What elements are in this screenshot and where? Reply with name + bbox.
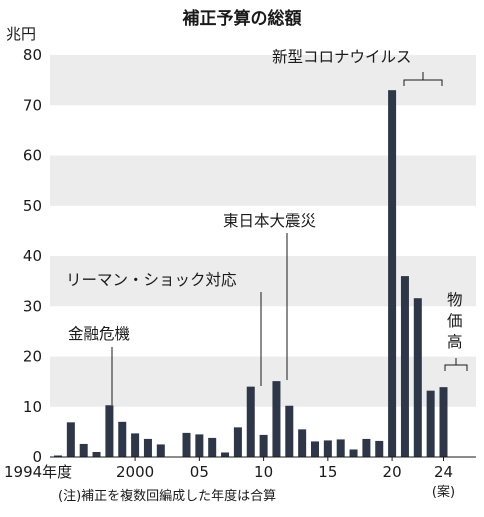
grid-bands [50, 55, 476, 407]
chart-note: (注)補正を複数回編成した年度は合算 [58, 488, 276, 504]
y-tick-label: 0 [32, 448, 42, 466]
bar [54, 455, 62, 457]
x-tick-label: 1994年度 [4, 463, 72, 481]
bar [233, 427, 242, 457]
annotation-bukka-3: 高 [447, 333, 463, 351]
bar [143, 438, 152, 457]
bar [349, 449, 358, 457]
annotation-bukka-bracket [444, 358, 468, 371]
bar [375, 440, 384, 457]
bar [426, 390, 435, 457]
grid-band [50, 356, 476, 407]
bar [156, 444, 165, 457]
y-tick-label: 80 [23, 46, 42, 64]
bar [336, 439, 345, 457]
bar [79, 443, 88, 457]
bar [208, 437, 217, 457]
x-tick-label: 24 [434, 463, 453, 481]
y-tick-label: 20 [23, 348, 42, 366]
x-tick-label: 05 [190, 463, 209, 481]
annotation-lehman: リーマン・ショック対応 [66, 271, 237, 289]
bar [195, 434, 204, 457]
bar [362, 438, 371, 457]
bar [92, 451, 101, 457]
y-unit-label: 兆円 [6, 25, 36, 43]
x-tick-label: 15 [318, 463, 337, 481]
annotation-shinsai: 東日本大震災 [223, 212, 316, 230]
x-tick-label: 10 [254, 463, 273, 481]
annotation-corona-bracket [403, 72, 443, 86]
x-tick-suffix: (案) [432, 485, 455, 500]
bar [221, 452, 230, 457]
bar [182, 432, 191, 457]
x-tick-label: 20 [383, 463, 402, 481]
annotation-kinyu: 金融危機 [68, 325, 130, 343]
annotation-corona: 新型コロナウイルス [272, 48, 412, 66]
y-tick-label: 70 [23, 96, 42, 114]
bar [323, 440, 332, 457]
x-tick-label: 2000 [116, 463, 154, 481]
bars [54, 90, 448, 458]
annotation-bukka-2: 価 [447, 312, 463, 330]
y-tick-label: 40 [23, 247, 42, 265]
bar [118, 421, 127, 457]
bar [311, 441, 319, 457]
bar [66, 422, 75, 457]
bar [439, 387, 448, 457]
x-tick-labels: 1994年度 2000 05 10 15 20 24 (案) [4, 457, 455, 500]
chart-title: 補正予算の総額 [182, 8, 302, 29]
annotation-bukka-1: 物 [447, 291, 463, 309]
bar [105, 405, 114, 457]
bar [285, 405, 294, 457]
bar [388, 90, 397, 458]
bar [246, 386, 255, 457]
bar [259, 434, 268, 457]
y-tick-label: 60 [23, 147, 42, 165]
annotations: 金融危機 リーマン・ショック対応 東日本大震災 新型コロナウイルス 物 価 高 [66, 48, 468, 405]
y-tick-label: 30 [23, 297, 42, 315]
y-tick-label: 10 [23, 398, 42, 416]
bar [413, 298, 422, 457]
bar [298, 429, 307, 457]
y-tick-label: 50 [23, 197, 42, 215]
bar [272, 381, 281, 457]
bar [131, 433, 140, 457]
grid-band [50, 155, 476, 206]
bar [400, 276, 409, 457]
y-tick-labels: 0 10 20 30 40 50 60 70 80 [23, 46, 42, 466]
